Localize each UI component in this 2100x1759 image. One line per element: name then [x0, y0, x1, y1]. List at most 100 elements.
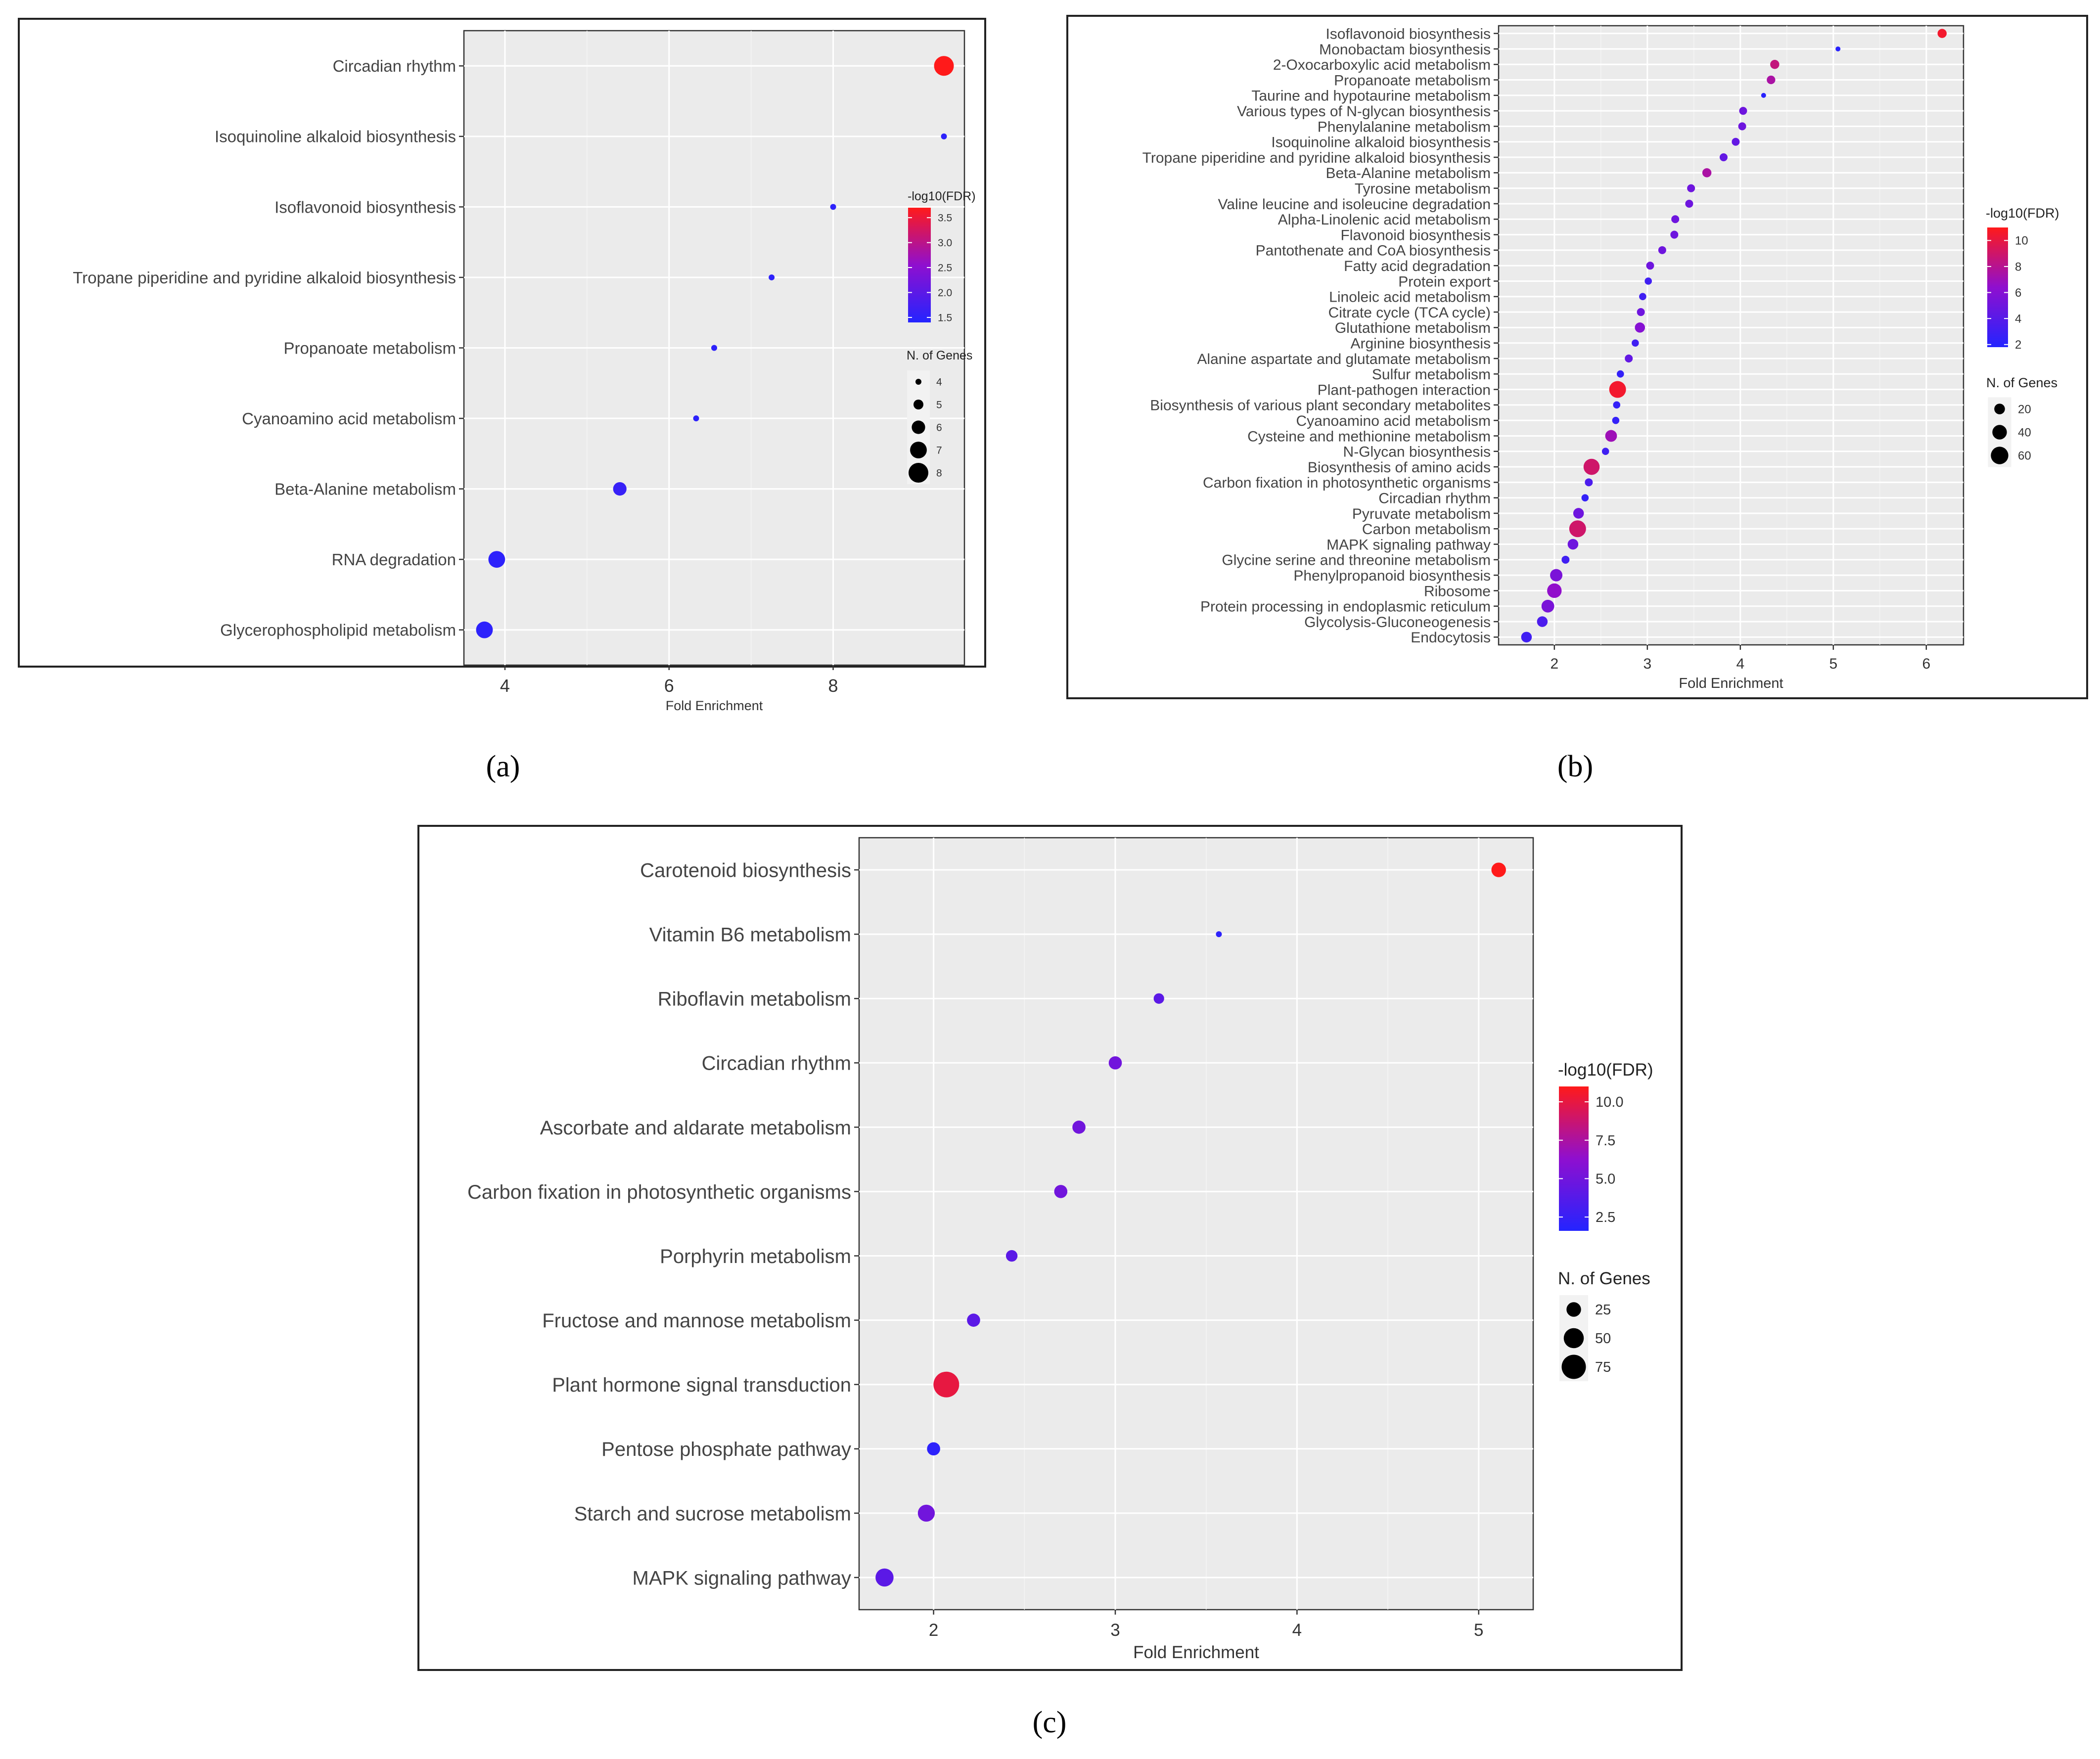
- x-tick-label: 6: [664, 676, 674, 696]
- data-point: [769, 274, 775, 280]
- size-legend-label: 4: [936, 376, 942, 388]
- x-tick-label: 4: [500, 676, 510, 696]
- x-tick-label: 5: [1829, 656, 1837, 672]
- data-point: [941, 133, 947, 139]
- category-label: Glutathione metabolism: [1335, 320, 1491, 336]
- data-point: [1685, 199, 1693, 208]
- data-point: [488, 551, 505, 568]
- data-point: [1537, 616, 1548, 627]
- x-tick-label: 2: [1550, 656, 1558, 672]
- data-point: [1671, 215, 1680, 224]
- data-point: [967, 1313, 980, 1327]
- data-point: [1581, 494, 1589, 501]
- color-legend-tick-label: 2: [2015, 338, 2021, 352]
- size-legend-title: N. of Genes: [1986, 375, 2057, 390]
- category-label: Phenylpropanoid biosynthesis: [1293, 568, 1491, 584]
- size-legend-label: 40: [2018, 426, 2031, 439]
- category-label: Citrate cycle (TCA cycle): [1328, 305, 1491, 321]
- data-point: [1767, 75, 1776, 85]
- color-legend-tick-label: 10.0: [1596, 1094, 1623, 1110]
- color-legend-title: -log10(FDR): [1558, 1060, 1653, 1080]
- category-label: Alanine aspartate and glutamate metaboli…: [1197, 351, 1491, 367]
- size-legend-label: 6: [936, 422, 942, 433]
- panel-a: 4 6 8 Circadian rhythm Isoquinoline alkaloid…: [18, 18, 986, 783]
- data-point: [933, 1371, 959, 1398]
- category-label: Ribosome: [1424, 583, 1491, 599]
- data-point: [1635, 322, 1645, 333]
- category-label: Fatty acid degradation: [1344, 258, 1491, 274]
- size-legend-point: [1563, 1328, 1584, 1349]
- size-legend-point: [913, 400, 923, 409]
- color-legend-bar: [908, 208, 931, 322]
- size-legend-point: [1566, 1302, 1581, 1317]
- category-label: Carbon fixation in photosynthetic organi…: [467, 1181, 851, 1203]
- x-tick-label: 3: [1643, 656, 1651, 672]
- color-legend-bar: [1987, 227, 2008, 347]
- data-point: [693, 415, 699, 422]
- category-label: Alpha-Linolenic acid metabolism: [1278, 212, 1491, 228]
- category-label: Vitamin B6 metabolism: [649, 924, 851, 946]
- data-point: [1644, 277, 1652, 285]
- category-label: Cyanoamino acid metabolism: [1296, 413, 1491, 429]
- category-label: Propanoate metabolism: [283, 339, 456, 357]
- data-point: [1612, 416, 1620, 424]
- category-label: Riboflavin metabolism: [658, 989, 851, 1010]
- x-tick-label: 5: [1474, 1621, 1483, 1640]
- color-legend-tick-label: 10: [2015, 234, 2028, 248]
- category-label: Beta-Alanine metabolism: [1325, 165, 1491, 181]
- data-point: [1561, 555, 1570, 564]
- size-legend-label: 5: [936, 399, 942, 410]
- category-label: Isoflavonoid biosynthesis: [1325, 26, 1491, 42]
- data-point: [1569, 520, 1586, 538]
- data-point: [1547, 583, 1562, 598]
- data-point: [1550, 569, 1563, 582]
- category-label: Tropane piperidine and pyridine alkaloid…: [73, 269, 456, 287]
- data-point: [1835, 46, 1841, 51]
- category-label: Ascorbate and aldarate metabolism: [540, 1117, 851, 1139]
- data-point: [1719, 153, 1728, 162]
- size-legend-label: 7: [936, 445, 942, 456]
- x-axis-title: Fold Enrichment: [1133, 1643, 1259, 1662]
- category-label: Tyrosine metabolism: [1355, 180, 1491, 197]
- data-point: [1937, 29, 1947, 38]
- category-label: Tropane piperidine and pyridine alkaloid…: [1142, 150, 1491, 166]
- data-point: [1658, 246, 1666, 254]
- category-label: Cyanoamino acid metabolism: [242, 409, 456, 428]
- category-label: Carbon fixation in photosynthetic organi…: [1203, 475, 1491, 491]
- color-legend-title: -log10(FDR): [908, 189, 976, 203]
- data-point: [1573, 508, 1584, 519]
- category-label: Valine leucine and isoleucine degradatio…: [1218, 196, 1491, 213]
- data-point: [1216, 931, 1222, 938]
- category-label: Phenylalanine metabolism: [1318, 119, 1491, 135]
- category-label: Isoflavonoid biosynthesis: [274, 198, 456, 216]
- category-label: Taurine and hypotaurine metabolism: [1251, 88, 1491, 104]
- color-legend-tick-label: 2.5: [1596, 1210, 1615, 1225]
- category-label: Arginine biosynthesis: [1351, 335, 1491, 352]
- category-label: Isoquinoline alkaloid biosynthesis: [1271, 135, 1491, 151]
- category-label: Circadian rhythm: [702, 1053, 851, 1075]
- size-legend-label: 20: [2018, 403, 2031, 416]
- data-point: [476, 621, 493, 638]
- data-point: [1616, 370, 1624, 378]
- color-legend-tick-label: 7.5: [1596, 1133, 1615, 1149]
- category-label: MAPK signaling pathway: [1326, 537, 1491, 553]
- category-label: Cysteine and methionine metabolism: [1247, 428, 1491, 445]
- panel-frame: [1066, 15, 2088, 699]
- data-point: [1637, 308, 1645, 316]
- color-legend-tick-label: 5.0: [1596, 1172, 1615, 1187]
- x-axis-title: Fold Enrichment: [1679, 676, 1783, 691]
- panel-label: (b): [1557, 750, 1593, 783]
- data-point: [1639, 293, 1646, 301]
- data-point: [1732, 137, 1740, 146]
- data-point: [1770, 60, 1780, 69]
- category-label: Plant hormone signal transduction: [552, 1374, 851, 1396]
- size-legend-label: 60: [2018, 449, 2031, 462]
- size-legend-title: N. of Genes: [907, 349, 972, 362]
- data-point: [1521, 631, 1532, 643]
- category-label: Biosynthesis of amino acids: [1308, 459, 1491, 476]
- data-point: [1108, 1056, 1122, 1070]
- category-label: Sulfur metabolism: [1372, 366, 1491, 383]
- size-legend-point: [1991, 447, 2009, 464]
- category-label: Pyruvate metabolism: [1352, 506, 1491, 522]
- data-point: [1738, 122, 1746, 131]
